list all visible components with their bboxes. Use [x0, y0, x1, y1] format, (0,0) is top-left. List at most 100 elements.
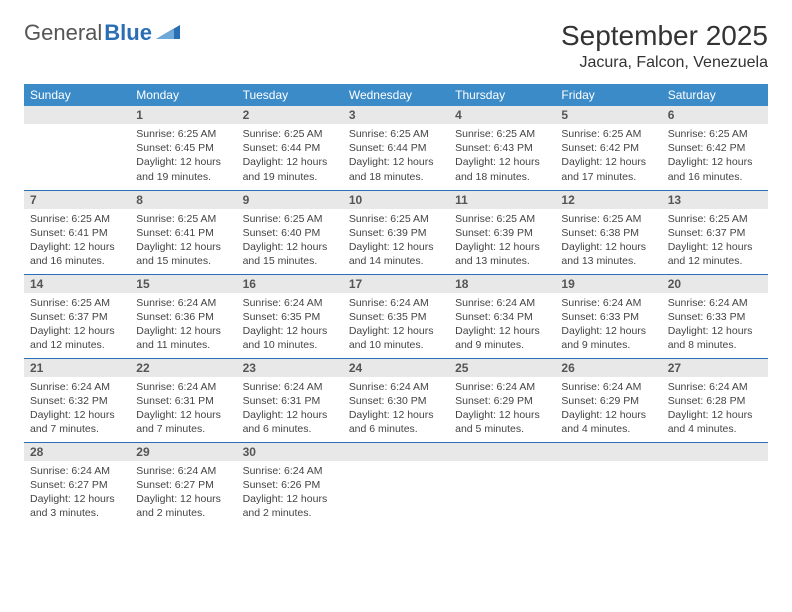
sunset-line: Sunset: 6:32 PM [30, 394, 124, 408]
weekday-header: Friday [555, 84, 661, 106]
sunrise-line: Sunrise: 6:24 AM [561, 380, 655, 394]
sunrise-line: Sunrise: 6:24 AM [349, 380, 443, 394]
day-number: 7 [24, 191, 130, 209]
daylight-line: Daylight: 12 hours and 18 minutes. [349, 155, 443, 183]
sunset-line: Sunset: 6:33 PM [668, 310, 762, 324]
daylight-line: Daylight: 12 hours and 10 minutes. [243, 324, 337, 352]
daylight-line: Daylight: 12 hours and 7 minutes. [30, 408, 124, 436]
day-content: Sunrise: 6:25 AMSunset: 6:39 PMDaylight:… [343, 209, 449, 273]
daylight-line: Daylight: 12 hours and 9 minutes. [561, 324, 655, 352]
day-number: 4 [449, 106, 555, 124]
weekday-header: Saturday [662, 84, 768, 106]
day-number: 29 [130, 443, 236, 461]
daylight-line: Daylight: 12 hours and 12 minutes. [30, 324, 124, 352]
weekday-header-row: SundayMondayTuesdayWednesdayThursdayFrid… [24, 84, 768, 106]
daylight-line: Daylight: 12 hours and 16 minutes. [668, 155, 762, 183]
sunset-line: Sunset: 6:39 PM [349, 226, 443, 240]
daylight-line: Daylight: 12 hours and 15 minutes. [136, 240, 230, 268]
day-content: Sunrise: 6:25 AMSunset: 6:37 PMDaylight:… [662, 209, 768, 273]
calendar-day-cell: 19Sunrise: 6:24 AMSunset: 6:33 PMDayligh… [555, 274, 661, 358]
calendar-day-cell: 30Sunrise: 6:24 AMSunset: 6:26 PMDayligh… [237, 442, 343, 526]
day-content: Sunrise: 6:24 AMSunset: 6:27 PMDaylight:… [24, 461, 130, 525]
calendar-empty-cell [662, 442, 768, 526]
sunrise-line: Sunrise: 6:25 AM [30, 296, 124, 310]
brand-text-blue: Blue [104, 20, 152, 46]
sunset-line: Sunset: 6:38 PM [561, 226, 655, 240]
sunset-line: Sunset: 6:31 PM [243, 394, 337, 408]
calendar-row: 14Sunrise: 6:25 AMSunset: 6:37 PMDayligh… [24, 274, 768, 358]
calendar-empty-cell [449, 442, 555, 526]
day-number: 2 [237, 106, 343, 124]
calendar-day-cell: 2Sunrise: 6:25 AMSunset: 6:44 PMDaylight… [237, 106, 343, 190]
day-number: 11 [449, 191, 555, 209]
calendar-day-cell: 17Sunrise: 6:24 AMSunset: 6:35 PMDayligh… [343, 274, 449, 358]
day-content: Sunrise: 6:25 AMSunset: 6:41 PMDaylight:… [130, 209, 236, 273]
day-number: 3 [343, 106, 449, 124]
day-content: Sunrise: 6:25 AMSunset: 6:41 PMDaylight:… [24, 209, 130, 273]
calendar-empty-cell [24, 106, 130, 190]
daylight-line: Daylight: 12 hours and 19 minutes. [243, 155, 337, 183]
sunset-line: Sunset: 6:27 PM [136, 478, 230, 492]
day-number: 19 [555, 275, 661, 293]
day-content: Sunrise: 6:24 AMSunset: 6:33 PMDaylight:… [662, 293, 768, 357]
month-title: September 2025 [561, 20, 768, 52]
day-content: Sunrise: 6:24 AMSunset: 6:31 PMDaylight:… [130, 377, 236, 441]
sunset-line: Sunset: 6:28 PM [668, 394, 762, 408]
day-content: Sunrise: 6:25 AMSunset: 6:42 PMDaylight:… [662, 124, 768, 188]
sunrise-line: Sunrise: 6:24 AM [136, 296, 230, 310]
sunrise-line: Sunrise: 6:25 AM [668, 212, 762, 226]
weekday-header: Sunday [24, 84, 130, 106]
calendar-day-cell: 27Sunrise: 6:24 AMSunset: 6:28 PMDayligh… [662, 358, 768, 442]
day-content: Sunrise: 6:25 AMSunset: 6:45 PMDaylight:… [130, 124, 236, 188]
sunset-line: Sunset: 6:42 PM [668, 141, 762, 155]
day-number: 28 [24, 443, 130, 461]
daylight-line: Daylight: 12 hours and 16 minutes. [30, 240, 124, 268]
sunset-line: Sunset: 6:30 PM [349, 394, 443, 408]
sunrise-line: Sunrise: 6:24 AM [243, 464, 337, 478]
calendar-day-cell: 5Sunrise: 6:25 AMSunset: 6:42 PMDaylight… [555, 106, 661, 190]
day-content: Sunrise: 6:25 AMSunset: 6:44 PMDaylight:… [343, 124, 449, 188]
brand-logo: GeneralBlue [24, 20, 182, 46]
sunset-line: Sunset: 6:41 PM [136, 226, 230, 240]
daylight-line: Daylight: 12 hours and 7 minutes. [136, 408, 230, 436]
daylight-line: Daylight: 12 hours and 12 minutes. [668, 240, 762, 268]
calendar-day-cell: 26Sunrise: 6:24 AMSunset: 6:29 PMDayligh… [555, 358, 661, 442]
day-content: Sunrise: 6:24 AMSunset: 6:27 PMDaylight:… [130, 461, 236, 525]
day-number: 22 [130, 359, 236, 377]
sunrise-line: Sunrise: 6:24 AM [30, 380, 124, 394]
daylight-line: Daylight: 12 hours and 11 minutes. [136, 324, 230, 352]
day-content: Sunrise: 6:24 AMSunset: 6:35 PMDaylight:… [237, 293, 343, 357]
sunrise-line: Sunrise: 6:25 AM [243, 212, 337, 226]
sunset-line: Sunset: 6:36 PM [136, 310, 230, 324]
day-content: Sunrise: 6:25 AMSunset: 6:43 PMDaylight:… [449, 124, 555, 188]
sunset-line: Sunset: 6:26 PM [243, 478, 337, 492]
day-number: 23 [237, 359, 343, 377]
day-number: 20 [662, 275, 768, 293]
sunrise-line: Sunrise: 6:25 AM [136, 212, 230, 226]
calendar-empty-cell [343, 442, 449, 526]
calendar-day-cell: 25Sunrise: 6:24 AMSunset: 6:29 PMDayligh… [449, 358, 555, 442]
sunrise-line: Sunrise: 6:25 AM [561, 212, 655, 226]
sunrise-line: Sunrise: 6:25 AM [561, 127, 655, 141]
daylight-line: Daylight: 12 hours and 13 minutes. [561, 240, 655, 268]
sunset-line: Sunset: 6:43 PM [455, 141, 549, 155]
daylight-line: Daylight: 12 hours and 18 minutes. [455, 155, 549, 183]
calendar-row: 7Sunrise: 6:25 AMSunset: 6:41 PMDaylight… [24, 190, 768, 274]
day-content: Sunrise: 6:24 AMSunset: 6:33 PMDaylight:… [555, 293, 661, 357]
sunset-line: Sunset: 6:27 PM [30, 478, 124, 492]
weekday-header: Thursday [449, 84, 555, 106]
day-number: 26 [555, 359, 661, 377]
daylight-line: Daylight: 12 hours and 8 minutes. [668, 324, 762, 352]
sunrise-line: Sunrise: 6:24 AM [136, 380, 230, 394]
day-number: 21 [24, 359, 130, 377]
day-number: 15 [130, 275, 236, 293]
calendar-day-cell: 23Sunrise: 6:24 AMSunset: 6:31 PMDayligh… [237, 358, 343, 442]
calendar-day-cell: 6Sunrise: 6:25 AMSunset: 6:42 PMDaylight… [662, 106, 768, 190]
sunrise-line: Sunrise: 6:24 AM [668, 296, 762, 310]
daylight-line: Daylight: 12 hours and 15 minutes. [243, 240, 337, 268]
day-content: Sunrise: 6:24 AMSunset: 6:26 PMDaylight:… [237, 461, 343, 525]
sunset-line: Sunset: 6:35 PM [243, 310, 337, 324]
calendar-body: 1Sunrise: 6:25 AMSunset: 6:45 PMDaylight… [24, 106, 768, 526]
calendar-day-cell: 15 Sunrise: 6:24 AMSunset: 6:36 PMDayligh… [130, 274, 236, 358]
day-number: 24 [343, 359, 449, 377]
